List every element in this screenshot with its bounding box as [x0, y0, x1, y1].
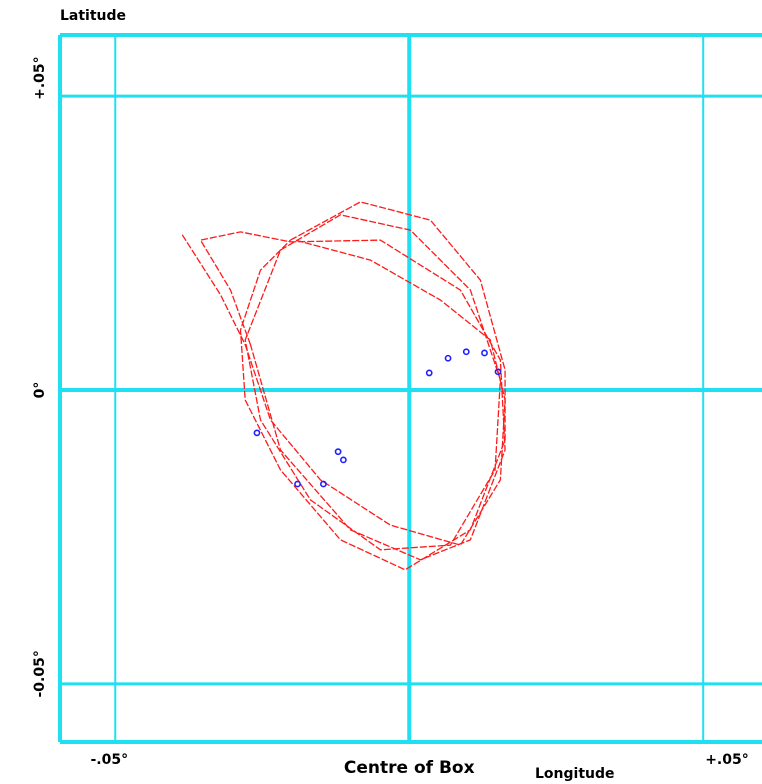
x-tick-label: Centre of Box — [344, 758, 475, 778]
track-line — [199, 231, 506, 561]
marker — [425, 369, 433, 377]
marker — [494, 368, 502, 376]
marker — [294, 480, 301, 488]
y-tick-label: -0.05° — [32, 650, 48, 697]
x-tick-label: -.05° — [90, 752, 128, 768]
y-tick-label: +.05° — [32, 56, 48, 100]
x-axis-label: Longitude — [535, 766, 615, 782]
y-tick-label: 0° — [32, 382, 48, 399]
marker — [253, 429, 261, 437]
marker — [481, 349, 488, 357]
y-axis-label: Latitude — [60, 8, 126, 24]
marker — [444, 354, 452, 362]
track-line — [244, 214, 502, 551]
track-line — [181, 234, 506, 546]
track-line — [239, 201, 506, 571]
marker — [334, 448, 342, 456]
marker — [339, 456, 347, 464]
marker — [462, 348, 470, 356]
x-tick-label: +.05° — [705, 752, 749, 768]
marker — [319, 480, 327, 488]
